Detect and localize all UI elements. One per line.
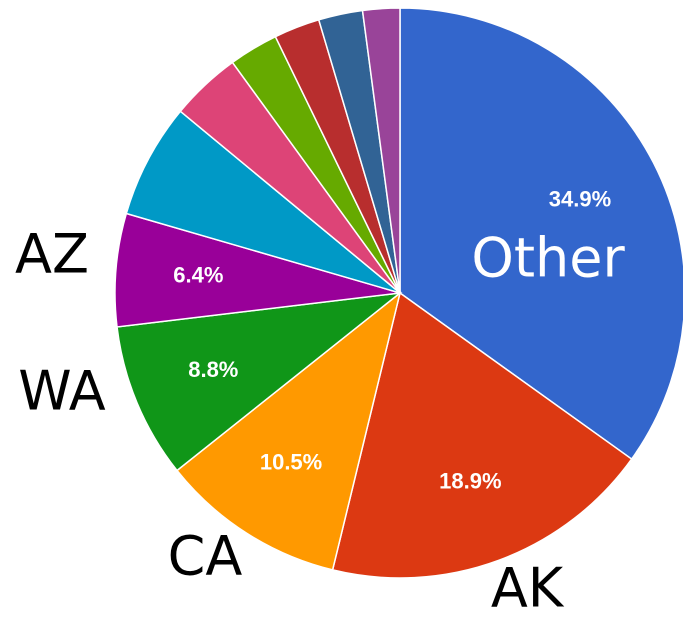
pie-slice <box>175 291 402 571</box>
category-label: AZ <box>15 223 89 286</box>
pie-slice <box>331 291 633 579</box>
pie-slice <box>399 7 683 461</box>
pie-slice <box>114 212 401 328</box>
slice-label: 10.5% <box>260 449 322 474</box>
slice-label: 18.9% <box>439 469 501 494</box>
category-label: Other <box>471 227 625 290</box>
slice-label: 8.8% <box>188 357 238 382</box>
pie-slice <box>361 7 401 294</box>
category-label: WA <box>18 360 105 423</box>
slice-label: 6.4% <box>173 262 223 287</box>
category-label: CA <box>168 525 243 588</box>
category-label: AK <box>491 557 565 618</box>
slice-label: 34.9% <box>549 186 611 211</box>
pie-slice <box>116 291 403 472</box>
pie-slice <box>125 110 401 294</box>
